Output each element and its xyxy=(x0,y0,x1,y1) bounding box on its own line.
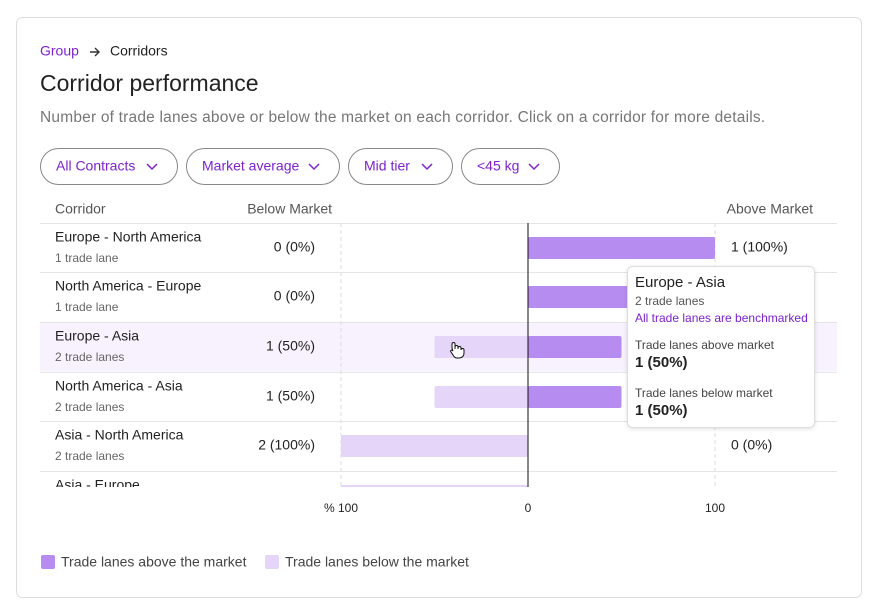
breadcrumb-current: Corridors xyxy=(110,43,168,59)
corridor-name[interactable]: Europe - Asia xyxy=(55,328,139,344)
corridor-name[interactable]: Europe - North America xyxy=(55,229,201,245)
corridor-name[interactable]: Asia - North America xyxy=(55,427,184,443)
page-title: Corridor performance xyxy=(40,70,259,96)
tooltip-label: Trade lanes above market xyxy=(635,338,775,352)
below-value-label: 0 (0%) xyxy=(274,288,315,304)
chevron xyxy=(421,163,433,171)
tooltip-value: 1 (50%) xyxy=(635,354,688,371)
legend-swatch xyxy=(265,555,279,569)
chevron xyxy=(308,163,320,171)
tooltip-title: Europe - Asia xyxy=(635,274,726,291)
above-value-label: 1 (100%) xyxy=(731,239,788,255)
above-value-label: 0 (0%) xyxy=(731,437,772,453)
x-tick-label: 0 xyxy=(525,501,532,515)
breadcrumb-link[interactable]: Group xyxy=(40,43,79,59)
bar-above[interactable] xyxy=(528,237,715,259)
column-header: Corridor xyxy=(55,201,106,217)
tooltip-subtitle: 2 trade lanes xyxy=(635,294,704,308)
bar-above[interactable] xyxy=(528,386,622,408)
below-value-label: 1 (50%) xyxy=(266,388,315,404)
column-header: Below Market xyxy=(247,201,332,217)
below-value-label: 0 (0%) xyxy=(274,239,315,255)
corridor-name[interactable]: Asia - Europe xyxy=(55,477,140,493)
tooltip-link[interactable]: All trade lanes are benchmarked xyxy=(635,311,808,325)
corridor-sublabel: 1 trade lane xyxy=(55,300,119,314)
tooltip: Europe - Asia 2 trade lanes All trade la… xyxy=(627,266,815,428)
tooltip-label: Trade lanes below market xyxy=(635,386,773,400)
filter-pill[interactable] xyxy=(40,148,178,185)
legend-label: Trade lanes below the market xyxy=(285,554,469,570)
legend-label: Trade lanes above the market xyxy=(61,554,247,570)
bar-below[interactable] xyxy=(341,435,528,457)
x-tick-label: 100 xyxy=(705,501,725,515)
chevron xyxy=(146,163,158,171)
corridor-sublabel: 1 trade lane xyxy=(55,251,119,265)
below-value-label: 1 (50%) xyxy=(266,338,315,354)
bar-above[interactable] xyxy=(528,336,622,358)
filter-pill[interactable] xyxy=(461,148,560,185)
corridor-sublabel: 2 trade lanes xyxy=(55,449,124,463)
cursor xyxy=(450,342,465,359)
legend: Trade lanes above the market Trade lanes … xyxy=(41,554,469,570)
chevron xyxy=(528,163,540,171)
filter-pill[interactable] xyxy=(186,148,340,185)
x-tick-label: % 100 xyxy=(324,501,358,515)
tooltip-value: 1 (50%) xyxy=(635,402,688,419)
bar-below[interactable] xyxy=(434,336,529,358)
filter-label: Mid tier xyxy=(364,158,410,174)
filters: All Contracts Market average Mid tier <45 k… xyxy=(40,148,560,185)
filter-label: All Contracts xyxy=(56,158,135,174)
corridor-sublabel: 2 trade lanes xyxy=(55,400,124,414)
below-value-label: 2 (100%) xyxy=(258,437,315,453)
filter-label: Market average xyxy=(202,158,299,174)
axis: % 100 0 100 xyxy=(324,501,725,515)
page-subtitle: Number of trade lanes above or below the… xyxy=(40,109,765,126)
corridor-name[interactable]: North America - Europe xyxy=(55,278,201,294)
corridor-sublabel: 2 trade lanes xyxy=(55,350,124,364)
tooltip-box xyxy=(627,266,815,428)
bar-below[interactable] xyxy=(434,386,529,408)
bar-below[interactable] xyxy=(341,485,528,507)
corridor-name[interactable]: North America - Asia xyxy=(55,378,183,394)
legend-swatch xyxy=(41,555,55,569)
filter-label: <45 kg xyxy=(477,158,519,174)
breadcrumb-arrow xyxy=(90,47,100,57)
column-header: Above Market xyxy=(727,201,813,217)
filter-pill[interactable] xyxy=(348,148,453,185)
